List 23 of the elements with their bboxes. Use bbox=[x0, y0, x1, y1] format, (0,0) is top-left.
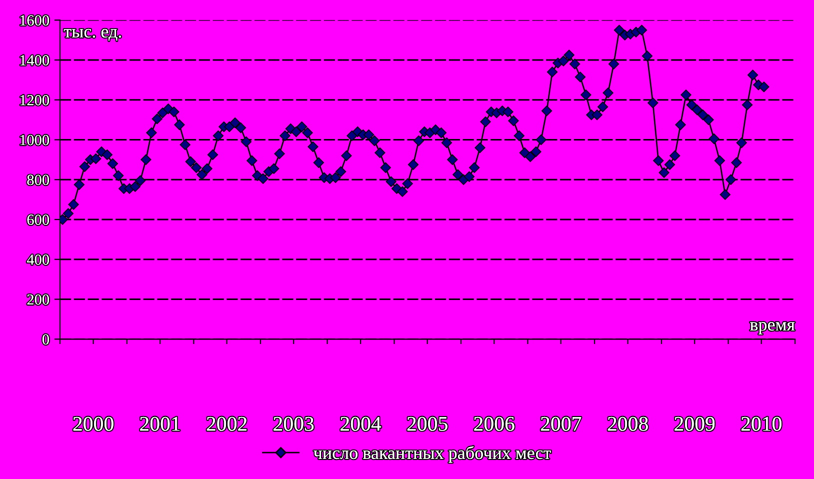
x-tick-label: 2004 bbox=[340, 416, 382, 431]
x-tick-label: 2000 bbox=[73, 416, 114, 431]
legend-label: число вакантных рабочих мест bbox=[314, 446, 551, 463]
y-tick-label: 200 bbox=[27, 294, 49, 305]
y-axis-title: тыс. ед. bbox=[64, 28, 122, 41]
x-tick-label: 2001 bbox=[140, 416, 180, 431]
y-tick-label: 1400 bbox=[20, 55, 49, 66]
y-tick-label: 600 bbox=[27, 214, 49, 225]
x-tick-label: 2009 bbox=[674, 416, 715, 431]
y-tick-label: 0 bbox=[42, 334, 49, 345]
x-tick-label: 2010 bbox=[741, 416, 782, 431]
x-tick-label: 2007 bbox=[540, 416, 582, 431]
y-tick-label: 1000 bbox=[20, 134, 49, 146]
x-axis-title: время bbox=[750, 322, 795, 334]
y-tick-label: 800 bbox=[27, 174, 49, 186]
y-tick-label: 1200 bbox=[20, 95, 49, 106]
x-tick-label: 2008 bbox=[608, 416, 648, 431]
x-tick-label: 2003 bbox=[274, 416, 314, 431]
y-tick-label: 1600 bbox=[20, 15, 49, 26]
x-tick-label: 2006 bbox=[474, 416, 514, 431]
x-tick-label: 2002 bbox=[206, 416, 247, 431]
x-tick-label: 2005 bbox=[407, 416, 448, 431]
y-tick-label: 400 bbox=[26, 254, 49, 265]
